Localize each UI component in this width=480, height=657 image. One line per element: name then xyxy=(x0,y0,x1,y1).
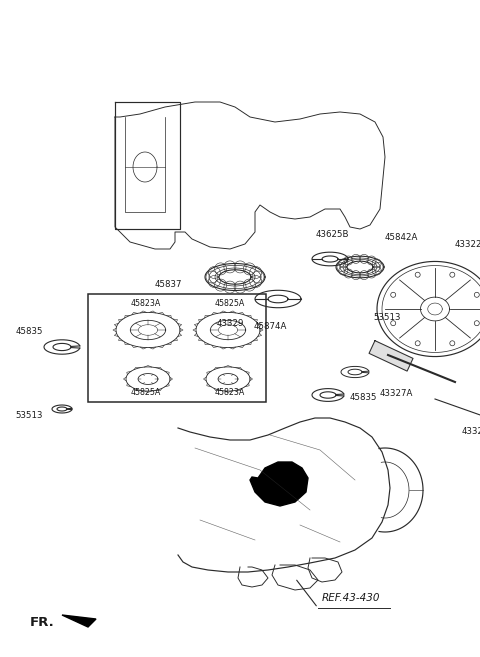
Polygon shape xyxy=(369,341,413,371)
Text: 45823A: 45823A xyxy=(215,388,245,397)
Text: 45837: 45837 xyxy=(155,280,182,289)
Text: 45823A: 45823A xyxy=(131,299,161,308)
Text: 53513: 53513 xyxy=(373,313,400,322)
Text: 45874A: 45874A xyxy=(253,322,287,331)
Text: 53513: 53513 xyxy=(15,411,43,420)
Text: FR.: FR. xyxy=(30,616,55,629)
Text: 45825A: 45825A xyxy=(215,299,245,308)
Polygon shape xyxy=(62,615,96,627)
Polygon shape xyxy=(250,462,308,506)
Text: 45825A: 45825A xyxy=(131,388,161,397)
Text: REF.43-430: REF.43-430 xyxy=(322,593,381,603)
Text: 43329: 43329 xyxy=(216,319,244,328)
Text: 43322: 43322 xyxy=(455,240,480,249)
Text: 43327A: 43327A xyxy=(380,389,413,398)
Text: 45842A: 45842A xyxy=(385,233,419,242)
Text: 43625B: 43625B xyxy=(315,230,349,239)
Text: 43328: 43328 xyxy=(461,427,480,436)
Bar xyxy=(88,294,266,402)
Text: 45835: 45835 xyxy=(15,327,43,336)
Text: 45835: 45835 xyxy=(350,392,377,401)
